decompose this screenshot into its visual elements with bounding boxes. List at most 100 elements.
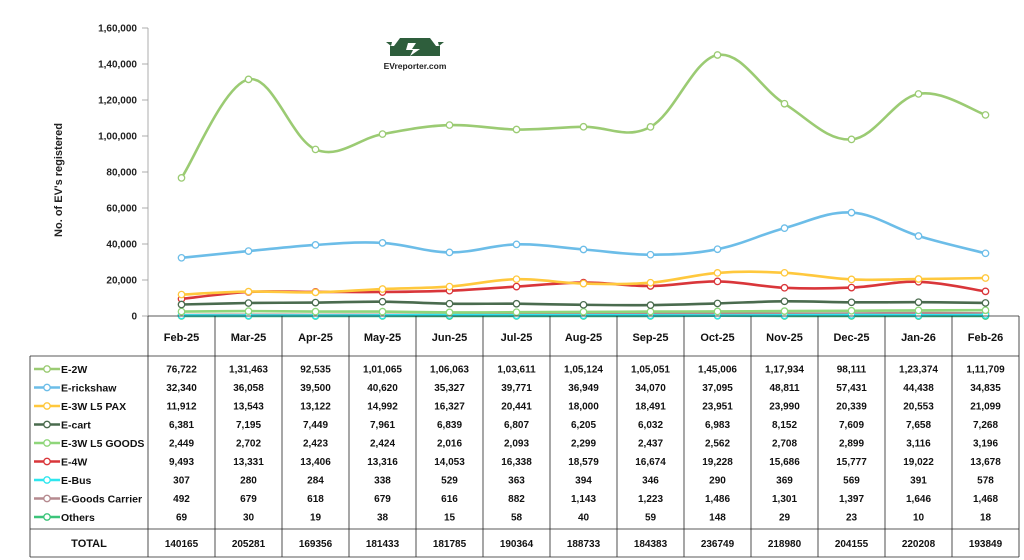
column-header: Jan-26 — [901, 332, 936, 344]
column-header: Jul-25 — [501, 332, 533, 344]
table-cell: 13,316 — [367, 457, 398, 468]
table-cell: 29 — [779, 513, 791, 524]
data-point — [177, 174, 186, 182]
series-e-rickshaw — [177, 208, 990, 262]
table-cell: 14,992 — [367, 402, 398, 413]
table-cell: 2,437 — [638, 439, 663, 450]
table-cell: 20,553 — [903, 402, 934, 413]
table-cell: 23 — [846, 513, 858, 524]
data-point — [579, 279, 588, 288]
table-cell: 307 — [173, 476, 190, 487]
data-point — [512, 240, 521, 249]
table-cell: 18,579 — [568, 457, 599, 468]
table-cell: 34,070 — [635, 383, 666, 394]
series-e-2w — [177, 51, 990, 182]
data-point — [981, 274, 990, 282]
data-point — [512, 308, 521, 317]
legend-label: E-2W — [61, 364, 87, 376]
table-cell: 618 — [307, 494, 324, 505]
table-cell: 391 — [910, 476, 927, 487]
table-cell: 1,31,463 — [229, 365, 268, 376]
data-point — [311, 298, 320, 307]
table-cell: 2,449 — [169, 439, 194, 450]
table-cell: 1,486 — [705, 494, 730, 505]
legend-key-marker — [43, 476, 51, 484]
data-point — [579, 245, 588, 254]
data-point — [646, 123, 655, 131]
table-cell: 6,839 — [437, 420, 462, 431]
total-cell: 236749 — [701, 539, 735, 550]
data-point — [378, 297, 387, 306]
table-cell: 15,686 — [769, 457, 800, 468]
table-cell: 1,301 — [772, 494, 797, 505]
table-cell: 18,000 — [568, 402, 599, 413]
table-cell: 39,500 — [300, 383, 331, 394]
table-cell: 1,03,611 — [497, 365, 536, 376]
table-cell: 44,438 — [903, 383, 934, 394]
table-cell: 1,143 — [571, 494, 596, 505]
y-tick-label: 1,40,000 — [98, 60, 137, 71]
table-cell: 19 — [310, 513, 322, 524]
data-point — [780, 99, 789, 108]
table-cell: 92,535 — [300, 365, 331, 376]
data-point — [847, 208, 856, 217]
table-cell: 7,961 — [370, 420, 395, 431]
data-point — [579, 122, 588, 131]
data-point — [378, 239, 387, 247]
data-point — [579, 308, 588, 316]
table-cell: 14,053 — [434, 457, 465, 468]
table-cell: 19,228 — [702, 457, 733, 468]
table-cell: 7,268 — [973, 420, 998, 431]
total-cell: 181785 — [433, 539, 467, 550]
total-cell: 181433 — [366, 539, 400, 550]
table-cell: 11,912 — [166, 402, 196, 413]
data-point — [981, 306, 990, 315]
table-cell: 40,620 — [367, 383, 398, 394]
table-cell: 2,424 — [370, 439, 395, 450]
table-cell: 492 — [173, 494, 190, 505]
data-point — [646, 307, 655, 316]
data-point — [914, 275, 923, 283]
column-header: May-25 — [364, 332, 401, 344]
legend-key-marker — [43, 457, 51, 466]
table-cell: 2,016 — [437, 439, 462, 450]
table-cell: 15,777 — [836, 457, 867, 468]
table-cell: 16,674 — [635, 457, 666, 468]
data-point — [445, 282, 454, 291]
data-point — [981, 299, 990, 307]
y-tick-label: 1,60,000 — [98, 24, 137, 35]
table-cell: 2,423 — [303, 439, 328, 450]
total-cell: 204155 — [835, 539, 869, 550]
y-tick-label: 20,000 — [106, 276, 137, 287]
legend-label: E-cart — [61, 420, 91, 432]
total-label: TOTAL — [71, 538, 107, 550]
table-cell: 1,17,934 — [765, 365, 804, 376]
table-cell: 3,196 — [973, 439, 998, 450]
table-row-e-4w: E-4W 9,493 13,331 13,406 13,316 14,053 16,338 1… — [34, 457, 1001, 469]
data-point — [780, 268, 789, 277]
table-cell: 40 — [578, 513, 590, 524]
legend-label: E-Goods Carrier — [61, 494, 142, 506]
column-header: Oct-25 — [700, 332, 734, 344]
data-point — [445, 121, 454, 129]
table-cell: 7,195 — [236, 420, 261, 431]
table-cell: 148 — [709, 513, 726, 524]
table-row-e-goods-carrier: E-Goods Carrier 492 679 618 679 616 882 1,143 1,… — [34, 494, 998, 506]
table-cell: 7,449 — [303, 420, 328, 431]
table-cell: 2,562 — [705, 439, 730, 450]
data-point — [378, 130, 387, 138]
data-point — [713, 299, 722, 308]
series-e-3w-l5-pax — [177, 268, 990, 299]
column-header: Aug-25 — [565, 332, 602, 344]
legend-key-marker — [43, 513, 51, 521]
y-tick-label: 80,000 — [106, 168, 137, 179]
table-cell: 6,983 — [705, 420, 730, 431]
table-cell: 18 — [980, 513, 992, 524]
table-cell: 16,338 — [501, 457, 532, 468]
column-header: Apr-25 — [298, 332, 333, 344]
data-point — [445, 308, 454, 317]
data-point — [512, 299, 521, 308]
data-point — [512, 282, 521, 291]
table-cell: 1,05,051 — [631, 365, 670, 376]
legend-key-marker — [43, 420, 51, 429]
